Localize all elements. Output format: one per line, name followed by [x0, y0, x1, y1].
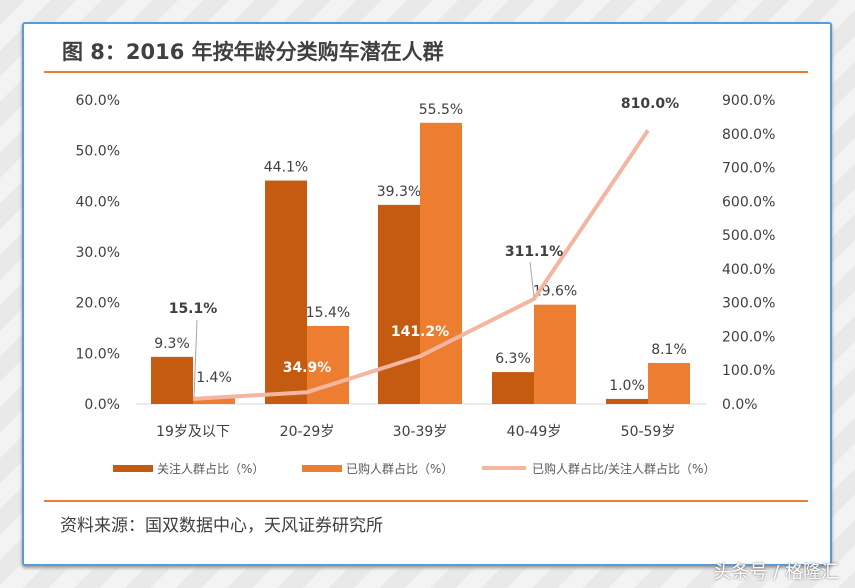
right-axis-tick: 0.0%	[722, 397, 758, 413]
bar-data-label: 15.4%	[306, 305, 350, 321]
bar-purchased	[648, 362, 690, 404]
bar-followed	[378, 204, 420, 404]
left-axis-tick: 10.0%	[76, 346, 120, 362]
right-axis-tick: 600.0%	[722, 194, 775, 210]
bar-data-label: 39.3%	[377, 184, 421, 200]
bar-followed	[265, 180, 307, 404]
bar-followed	[492, 372, 534, 404]
bar-followed	[606, 398, 648, 404]
legend-swatch	[113, 465, 153, 472]
title-rule	[44, 71, 808, 73]
line-data-label: 311.1%	[505, 244, 563, 260]
leader-line	[529, 261, 535, 298]
figure-title: 图 8：2016 年按年龄分类购车潜在人群	[62, 40, 444, 64]
line-data-label: 141.2%	[391, 324, 449, 340]
right-axis-tick: 900.0%	[722, 93, 775, 109]
bar-data-label: 6.3%	[495, 351, 531, 367]
source-note: 资料来源：国双数据中心，天风证券研究所	[60, 516, 383, 536]
left-axis-tick: 20.0%	[76, 296, 120, 312]
left-axis-tick: 50.0%	[76, 144, 120, 160]
watermark: 头条号 / 格隆汇	[713, 562, 839, 583]
line-data-label: 810.0%	[621, 96, 679, 112]
right-axis-tick: 100.0%	[722, 363, 775, 379]
bar-data-label: 55.5%	[419, 102, 463, 118]
ratio-line	[192, 129, 650, 401]
bar-data-label: 1.4%	[196, 370, 232, 386]
legend-label: 已购人群占比/关注人群占比（%）	[532, 461, 715, 476]
left-axis-tick: 40.0%	[76, 194, 120, 210]
line-data-label: 15.1%	[169, 301, 218, 317]
legend-label: 已购人群占比（%）	[346, 461, 453, 476]
bar-purchased	[193, 396, 235, 404]
category-label: 30-39岁	[393, 424, 448, 440]
bar-followed	[151, 356, 193, 404]
bar-data-label: 1.0%	[609, 378, 645, 394]
category-label: 40-49岁	[507, 424, 562, 440]
right-axis-tick: 500.0%	[722, 228, 775, 244]
source-rule	[44, 500, 808, 502]
right-axis-tick: 300.0%	[722, 296, 775, 312]
left-axis-tick: 60.0%	[76, 93, 120, 109]
bar-data-label: 9.3%	[154, 336, 190, 352]
bar-data-label: 44.1%	[264, 160, 308, 176]
bar-data-label: 8.1%	[651, 342, 687, 358]
right-axis-tick: 700.0%	[722, 161, 775, 177]
category-label: 19岁及以下	[156, 424, 230, 440]
left-axis-tick: 0.0%	[84, 397, 120, 413]
legend-swatch	[302, 465, 342, 472]
leader-line	[193, 319, 198, 399]
right-axis-tick: 800.0%	[722, 127, 775, 143]
line-data-label: 34.9%	[283, 360, 332, 376]
category-label: 50-59岁	[621, 424, 676, 440]
right-axis-tick: 200.0%	[722, 329, 775, 345]
legend-label: 关注人群占比（%）	[157, 461, 264, 476]
bar-purchased	[534, 304, 576, 404]
left-axis-tick: 30.0%	[76, 245, 120, 261]
category-label: 20-29岁	[280, 424, 335, 440]
bar-purchased	[420, 122, 462, 405]
right-axis-tick: 400.0%	[722, 262, 775, 278]
